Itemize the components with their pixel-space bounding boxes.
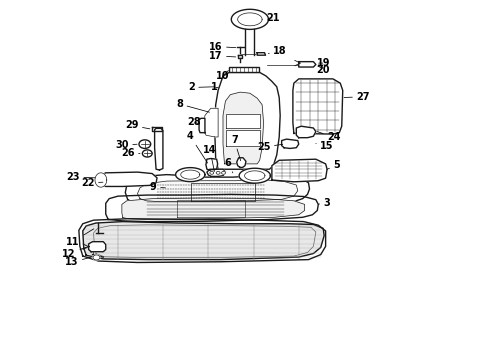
Polygon shape — [155, 129, 163, 170]
Polygon shape — [207, 169, 225, 176]
Polygon shape — [257, 53, 266, 55]
Circle shape — [139, 140, 151, 148]
Text: 24: 24 — [317, 132, 341, 142]
Polygon shape — [299, 62, 316, 67]
Text: 3: 3 — [318, 198, 330, 208]
Text: 18: 18 — [269, 46, 287, 56]
Text: 30: 30 — [115, 140, 137, 150]
Text: 22: 22 — [81, 178, 103, 188]
Polygon shape — [215, 72, 280, 169]
Polygon shape — [226, 114, 260, 128]
Circle shape — [143, 150, 152, 157]
Polygon shape — [296, 126, 316, 138]
Text: 7: 7 — [231, 135, 241, 161]
Text: 11: 11 — [66, 229, 94, 247]
Polygon shape — [293, 79, 343, 134]
Circle shape — [210, 171, 214, 174]
Circle shape — [93, 255, 100, 260]
Polygon shape — [231, 9, 269, 30]
Text: 21: 21 — [267, 13, 280, 23]
Polygon shape — [199, 118, 205, 133]
Text: 14: 14 — [203, 144, 217, 171]
Polygon shape — [238, 55, 242, 58]
Text: 9: 9 — [150, 182, 166, 192]
Text: 10: 10 — [216, 71, 230, 81]
Polygon shape — [282, 139, 299, 148]
Polygon shape — [89, 242, 106, 252]
Text: 13: 13 — [65, 257, 91, 267]
Text: 28: 28 — [187, 117, 200, 127]
Polygon shape — [138, 180, 298, 202]
Text: 20: 20 — [317, 64, 330, 75]
Text: 26: 26 — [121, 148, 140, 158]
Text: 27: 27 — [344, 92, 370, 102]
Polygon shape — [95, 173, 107, 187]
Polygon shape — [125, 175, 310, 205]
Polygon shape — [223, 92, 264, 164]
Polygon shape — [97, 172, 157, 186]
Polygon shape — [122, 198, 305, 220]
Text: 16: 16 — [209, 42, 236, 51]
Polygon shape — [272, 159, 327, 182]
Text: 19: 19 — [318, 58, 331, 68]
Text: 1: 1 — [211, 82, 218, 93]
Polygon shape — [226, 130, 260, 146]
Circle shape — [216, 171, 220, 174]
Bar — [229, 67, 259, 72]
Polygon shape — [203, 108, 218, 137]
Text: 15: 15 — [316, 141, 334, 151]
Polygon shape — [237, 158, 246, 167]
Circle shape — [221, 171, 225, 174]
Text: 17: 17 — [209, 51, 236, 61]
Text: 4: 4 — [187, 131, 208, 163]
Text: 5: 5 — [327, 160, 340, 170]
Text: 29: 29 — [125, 121, 150, 130]
Text: 23: 23 — [66, 172, 95, 182]
Polygon shape — [152, 127, 162, 131]
Text: 12: 12 — [62, 247, 86, 258]
Polygon shape — [239, 168, 270, 183]
Text: 2: 2 — [188, 82, 214, 93]
Polygon shape — [206, 158, 218, 170]
Polygon shape — [106, 194, 318, 222]
Text: 25: 25 — [257, 142, 283, 152]
Text: 6: 6 — [224, 158, 233, 173]
Text: 8: 8 — [176, 99, 209, 112]
Polygon shape — [83, 222, 324, 260]
Polygon shape — [175, 168, 205, 181]
